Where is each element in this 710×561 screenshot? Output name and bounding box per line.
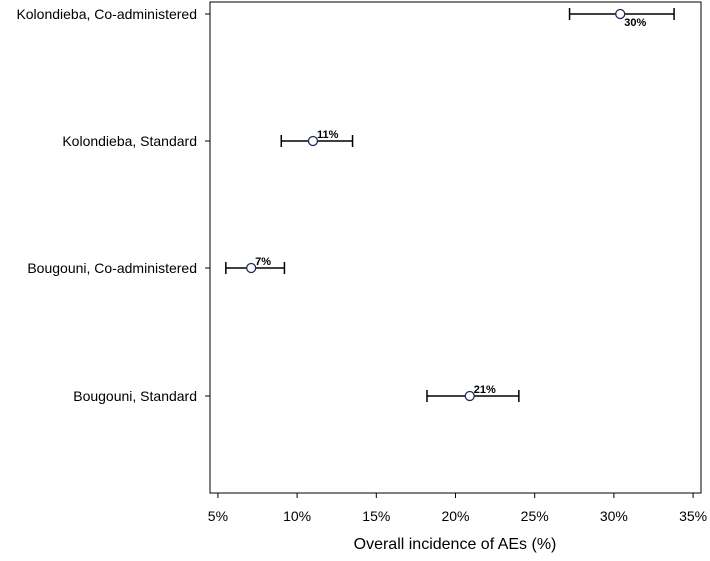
x-tick-label: 5% [208,508,228,524]
data-marks: 30% 11% 7% 21% [225,8,675,402]
x-tick-label: 20% [441,508,469,524]
data-label: 21% [474,384,496,396]
x-tick-label: 30% [600,508,628,524]
x-tick-label: 25% [521,508,549,524]
point-estimate-marker [246,262,257,274]
y-tick-label: Bougouni, Standard [73,388,197,404]
y-tick-label: Kolondieba, Co-administered [16,6,197,22]
data-label: 7% [255,256,271,268]
point-estimate-marker [307,135,319,147]
point-estimate-marker [464,390,475,402]
y-tick-label: Kolondieba, Standard [62,133,197,149]
data-label: 11% [317,129,339,141]
x-axis: 5% 10% 15% 20% 25% 30% 35% [208,493,707,524]
data-label: 30% [624,17,646,29]
x-tick-label: 35% [679,508,707,524]
y-tick-label: Bougouni, Co-administered [27,260,197,276]
y-axis: Kolondieba, Co-administered Kolondieba, S… [16,6,210,404]
x-tick-label: 10% [283,508,311,524]
point-estimate-marker [615,8,626,20]
plot-area-frame [209,1,702,494]
x-axis-label: Overall incidence of AEs (%) [354,536,557,553]
x-tick-label: 15% [362,508,390,524]
